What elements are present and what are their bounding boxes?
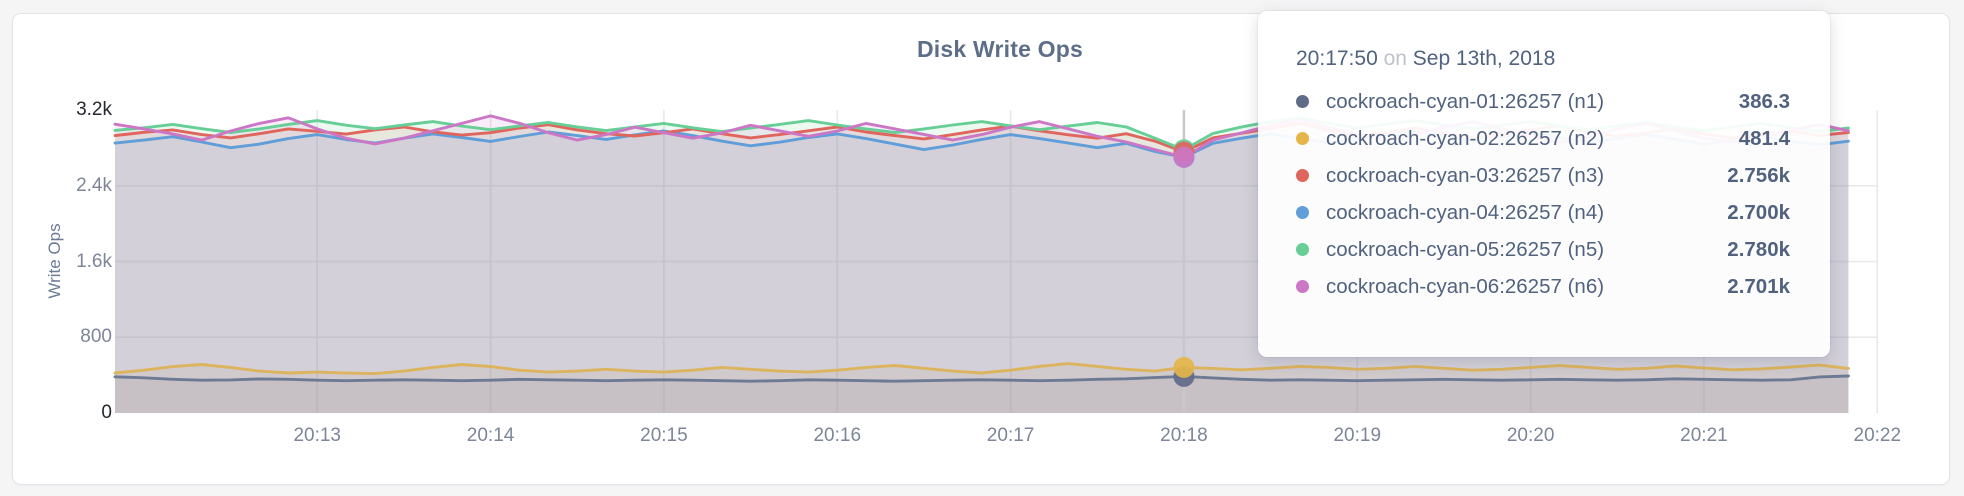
series-color-dot-icon [1296, 243, 1309, 256]
series-area-n2 [115, 363, 1849, 413]
series-color-dot-icon [1296, 95, 1309, 108]
y-axis-label: 800 [80, 326, 112, 348]
x-axis-label: 20:21 [1680, 425, 1728, 446]
x-axis-label: 20:20 [1506, 425, 1555, 446]
tooltip-row: cockroach-cyan-04:26257 (n4) 2.700k [1296, 194, 1790, 231]
series-name: cockroach-cyan-01:26257 (n1) [1326, 89, 1605, 113]
x-axis-label: 20:19 [1333, 425, 1382, 446]
x-axis-label: 20:15 [640, 425, 688, 446]
x-axis-label: 20:18 [1160, 425, 1208, 446]
hover-tooltip: 20:17:50 on Sep 13th, 2018 cockroach-cya… [1258, 11, 1830, 357]
series-color-dot-icon [1296, 206, 1309, 219]
y-axis-label: 1.6k [76, 250, 112, 272]
series-name: cockroach-cyan-05:26257 (n5) [1326, 237, 1605, 261]
x-axis-label: 20:14 [466, 425, 515, 446]
series-name: cockroach-cyan-02:26257 (n2) [1326, 126, 1605, 150]
y-axis-label: 3.2k [76, 99, 112, 120]
series-line-n1 [113, 374, 1850, 383]
series-line-n2 [113, 362, 1850, 376]
series-name: cockroach-cyan-06:26257 (n6) [1326, 274, 1605, 298]
tooltip-header: 20:17:50 on Sep 13th, 2018 [1296, 47, 1790, 71]
series-value: 481.4 [1738, 126, 1790, 150]
y-axis-label: 2.4k [76, 174, 112, 196]
series-color-dot-icon [1296, 280, 1309, 293]
series-color-dot-icon [1296, 132, 1309, 145]
x-axis-label: 20:16 [813, 425, 862, 446]
tooltip-time: 20:17:50 [1296, 47, 1378, 70]
chart-title: Disk Write Ops [917, 36, 1083, 62]
tooltip-conjunction: on [1383, 47, 1407, 70]
series-name: cockroach-cyan-04:26257 (n4) [1326, 200, 1605, 224]
tooltip-row: cockroach-cyan-01:26257 (n1) 386.3 [1296, 83, 1790, 120]
series-value: 386.3 [1738, 89, 1790, 113]
hover-dot-n2 [1173, 356, 1195, 378]
tooltip-row: cockroach-cyan-05:26257 (n5) 2.780k [1296, 231, 1790, 268]
tooltip-rows: cockroach-cyan-01:26257 (n1) 386.3 cockroa… [1296, 83, 1790, 305]
tooltip-row: cockroach-cyan-03:26257 (n3) 2.756k [1296, 157, 1790, 194]
tooltip-date: Sep 13th, 2018 [1412, 47, 1556, 70]
y-axis-label: 0 [101, 402, 112, 423]
tooltip-row: cockroach-cyan-02:26257 (n2) 481.4 [1296, 120, 1790, 157]
tooltip-row: cockroach-cyan-06:26257 (n6) 2.701k [1296, 268, 1790, 305]
series-name: cockroach-cyan-03:26257 (n3) [1326, 163, 1605, 187]
series-area-n1 [115, 376, 1849, 413]
series-value: 2.756k [1727, 163, 1790, 187]
series-color-dot-icon [1296, 169, 1309, 182]
series-value: 2.780k [1727, 237, 1790, 261]
x-axis-label: 20:13 [293, 425, 341, 446]
series-value: 2.700k [1727, 200, 1790, 224]
hover-dot-n6 [1173, 146, 1195, 168]
series-value: 2.701k [1727, 274, 1790, 298]
x-axis-label: 20:22 [1853, 425, 1902, 446]
x-axis-label: 20:17 [986, 425, 1035, 446]
